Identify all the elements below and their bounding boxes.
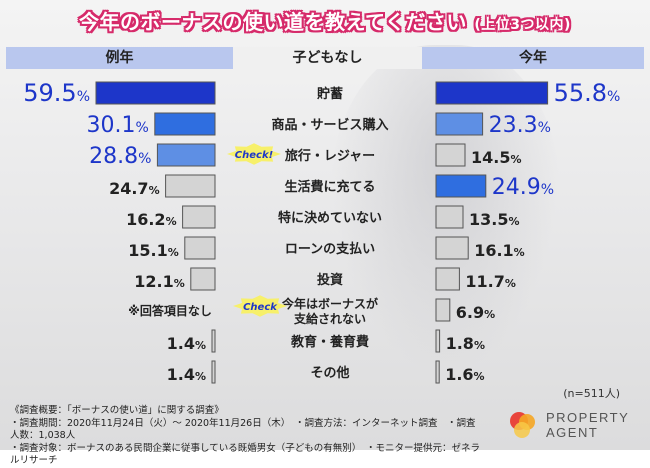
- value-label-this-year: 6.9%: [456, 303, 495, 322]
- value-label-last-years: 15.1%: [128, 241, 179, 260]
- category-label: 特に決めていない: [278, 210, 382, 226]
- header-no-children: 子どもなし: [233, 47, 422, 69]
- value-label-this-year: 24.9%: [492, 175, 554, 200]
- category-label: 旅行・レジャー: [285, 148, 375, 164]
- check-badge-shape: [233, 295, 287, 317]
- value-label-this-year: 16.1%: [474, 241, 525, 260]
- bar-chart: 貯蓄 59.5% 55.8% 商品・サービス購入 30.1% 23.3% 旅行・レジャー 28…: [23, 79, 621, 384]
- value-label-last-years: 59.5%: [23, 79, 90, 107]
- category-label: 生活費に充てる: [284, 179, 375, 195]
- check-badge-text: Check: [243, 302, 278, 313]
- value-label-this-year: 23.3%: [489, 113, 551, 138]
- bar-last-years: [184, 236, 216, 260]
- logo-line-1: PROPERTY: [546, 410, 630, 425]
- no-answer-label: ※回答項目なし: [128, 303, 212, 318]
- category-label: 商品・サービス購入: [271, 117, 388, 133]
- check-badge-text: Check!: [235, 150, 273, 161]
- bar-last-years: [211, 360, 216, 384]
- value-label-this-year: 11.7%: [465, 272, 516, 291]
- check-badge-no-bonus: Check: [233, 295, 287, 317]
- value-label-last-years: 28.8%: [89, 144, 151, 169]
- category-label: 投資: [317, 272, 343, 288]
- survey-footer: 《調査概要：「ボーナスの使い道」に関する調査》 ・調査期間：2020年11月24…: [10, 405, 480, 468]
- check-badge-travel: Check!: [227, 143, 281, 165]
- bar-last-years: [182, 205, 216, 229]
- bar-last-years: [95, 81, 216, 105]
- value-label-this-year: 1.6%: [445, 365, 484, 384]
- bar-this-year: [435, 267, 460, 291]
- check-badge-shape: [227, 143, 281, 165]
- property-agent-logo: PROPERTY AGENT: [508, 408, 638, 444]
- category-label: その他: [310, 365, 349, 381]
- value-label-last-years: 1.4%: [167, 334, 206, 353]
- value-label-this-year: 1.8%: [446, 334, 485, 353]
- logo-line-2: AGENT: [546, 425, 599, 440]
- sample-size-note: (n=511人): [563, 387, 620, 400]
- title-main: 今年のボーナスの使い道を教えてください: [79, 10, 467, 34]
- bar-last-years: [154, 112, 216, 136]
- bar-this-year: [435, 112, 484, 136]
- value-label-this-year: 55.8%: [554, 79, 621, 107]
- bar-last-years: [190, 267, 216, 291]
- bar-this-year: [435, 360, 440, 384]
- logo-mark-icon: [510, 412, 535, 438]
- value-label-last-years: 24.7%: [109, 179, 160, 198]
- bar-last-years: [211, 329, 216, 353]
- header-last-years: 例年: [6, 47, 233, 69]
- bar-this-year: [435, 329, 441, 353]
- bar-this-year: [435, 174, 487, 198]
- bar-this-year: [435, 236, 469, 260]
- bar-this-year: [435, 143, 466, 167]
- title-text: 今年のボーナスの使い道を教えてください (上位3つ以内): [0, 6, 650, 35]
- category-label: 今年はボーナスが: [281, 296, 378, 311]
- chart-title: 今年のボーナスの使い道を教えてください (上位3つ以内): [0, 0, 650, 40]
- category-label: 支給されない: [293, 311, 366, 326]
- value-label-last-years: 12.1%: [134, 272, 185, 291]
- bar-this-year: [435, 205, 464, 229]
- header-this-year: 今年: [422, 47, 644, 69]
- value-label-this-year: 14.5%: [471, 148, 522, 167]
- footer-line-1: 《調査概要：「ボーナスの使い道」に関する調査》: [10, 405, 224, 416]
- category-label: ローンの支払い: [285, 241, 375, 257]
- bar-this-year: [435, 81, 549, 105]
- title-suffix: (上位3つ以内): [474, 17, 571, 33]
- bar-last-years: [156, 143, 216, 167]
- value-label-last-years: 16.2%: [126, 210, 177, 229]
- logo-text: PROPERTY AGENT: [546, 410, 629, 440]
- category-label: 教育・養育費: [290, 334, 369, 350]
- bar-last-years: [165, 174, 216, 198]
- value-label-last-years: 1.4%: [167, 365, 206, 384]
- bar-this-year: [435, 298, 451, 322]
- category-label: 貯蓄: [317, 86, 343, 102]
- value-label-this-year: 13.5%: [469, 210, 520, 229]
- footer-line-3: ・調査対象：ボーナスのある民間企業に従事している既婚男女（子どもの有無別） ・モ…: [10, 442, 480, 467]
- value-label-last-years: 30.1%: [87, 113, 149, 138]
- footer-line-2: ・調査期間：2020年11月24日（火）～ 2020年11月26日（木） ・調査…: [10, 417, 476, 442]
